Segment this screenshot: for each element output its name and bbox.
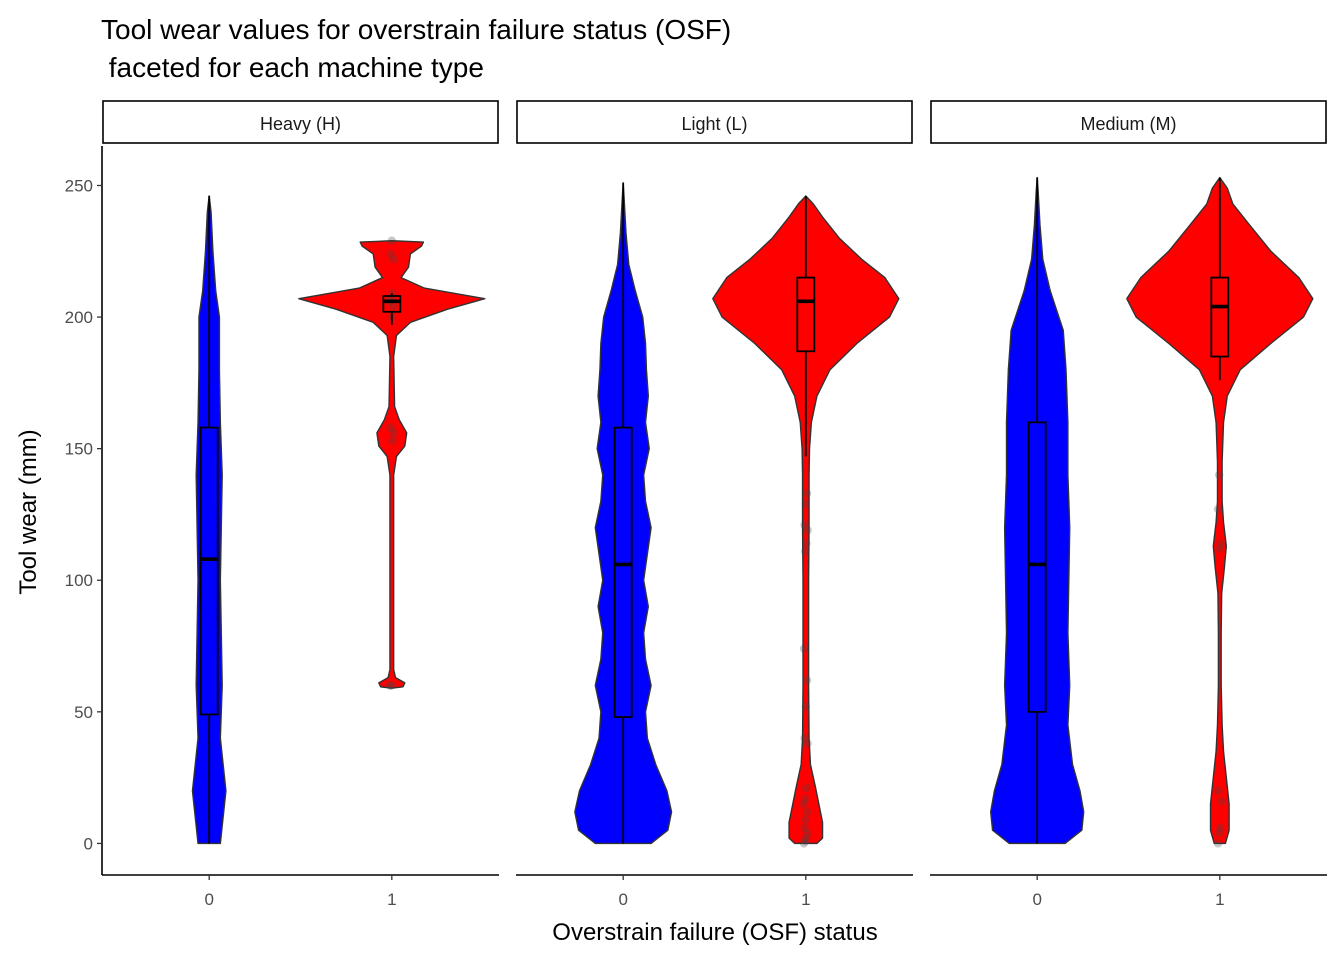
data-point bbox=[800, 733, 809, 743]
data-point bbox=[802, 676, 812, 685]
data-point bbox=[386, 249, 395, 259]
data-point bbox=[801, 702, 811, 711]
data-point bbox=[801, 499, 811, 509]
violin-shape bbox=[298, 240, 486, 689]
box-iqr bbox=[382, 295, 402, 313]
data-point bbox=[1213, 504, 1223, 514]
data-point bbox=[799, 644, 809, 653]
data-point bbox=[803, 739, 812, 748]
data-point bbox=[1217, 797, 1226, 806]
data-point bbox=[799, 839, 809, 848]
data-point bbox=[1215, 470, 1224, 480]
box-iqr bbox=[199, 426, 219, 716]
facet-panels: Heavy (H) 0 1 Light (L) 0 1 Medium (M) 0 1 bbox=[102, 100, 1327, 909]
data-point bbox=[387, 236, 397, 245]
facet-strip-label: Heavy (H) bbox=[260, 114, 341, 134]
box-iqr bbox=[1027, 421, 1047, 713]
y-tick-label: 250 bbox=[65, 176, 93, 195]
data-point bbox=[1216, 539, 1226, 548]
facet-strip-label: Light (L) bbox=[681, 114, 747, 134]
box-iqr bbox=[613, 426, 633, 718]
x-tick-label: 0 bbox=[1032, 890, 1041, 909]
box-iqr bbox=[1210, 276, 1230, 358]
violin-shape bbox=[712, 195, 900, 845]
data-point bbox=[801, 836, 810, 845]
data-point bbox=[388, 436, 397, 445]
y-tick-label: 200 bbox=[65, 308, 93, 327]
data-point bbox=[801, 547, 810, 556]
data-point bbox=[800, 823, 809, 832]
data-point bbox=[801, 815, 811, 824]
data-point bbox=[803, 526, 812, 535]
facet-strip bbox=[930, 100, 1327, 144]
data-point bbox=[1213, 839, 1223, 848]
data-point bbox=[389, 254, 398, 264]
data-point bbox=[385, 681, 395, 690]
facet-strip bbox=[102, 100, 499, 144]
y-axis-title: Tool wear (mm) bbox=[15, 429, 42, 594]
data-point bbox=[1216, 823, 1225, 832]
facet-panel: Heavy (H) 0 1 bbox=[102, 100, 499, 909]
facet-panel: Medium (M) 0 1 bbox=[930, 100, 1327, 909]
facet-strip-label: Medium (M) bbox=[1080, 114, 1176, 134]
x-tick-label: 1 bbox=[1215, 890, 1224, 909]
chart-title-line1: Tool wear values for overstrain failure … bbox=[101, 14, 731, 45]
data-point bbox=[802, 833, 811, 843]
data-point bbox=[802, 807, 812, 817]
data-point bbox=[1214, 786, 1223, 795]
data-point bbox=[802, 539, 811, 548]
chart-title-line2: faceted for each machine type bbox=[101, 52, 484, 83]
x-tick-label: 1 bbox=[801, 890, 810, 909]
box-iqr bbox=[796, 276, 816, 353]
x-axis-title: Overstrain failure (OSF) status bbox=[552, 919, 877, 946]
data-point bbox=[386, 423, 395, 432]
facet-strip bbox=[516, 100, 913, 144]
data-point bbox=[800, 520, 809, 530]
facet-panel: Light (L) 0 1 bbox=[516, 100, 913, 909]
y-axis: 0 50 100 150 200 250 bbox=[65, 146, 103, 875]
y-tick-label: 50 bbox=[74, 703, 93, 722]
x-tick-label: 0 bbox=[618, 890, 627, 909]
data-point bbox=[802, 489, 812, 498]
y-tick-label: 100 bbox=[65, 571, 93, 590]
data-point bbox=[388, 302, 398, 311]
violin-shape bbox=[1126, 176, 1314, 845]
data-point bbox=[801, 794, 810, 803]
data-point bbox=[803, 828, 812, 838]
data-point bbox=[389, 428, 398, 438]
x-tick-label: 0 bbox=[204, 890, 213, 909]
y-tick-label: 0 bbox=[84, 834, 93, 853]
data-point bbox=[1215, 828, 1224, 838]
y-tick-label: 150 bbox=[65, 440, 93, 459]
x-tick-label: 1 bbox=[387, 890, 396, 909]
data-point bbox=[799, 799, 809, 809]
data-point bbox=[1215, 544, 1225, 553]
data-point bbox=[387, 681, 396, 690]
data-point bbox=[802, 783, 811, 793]
